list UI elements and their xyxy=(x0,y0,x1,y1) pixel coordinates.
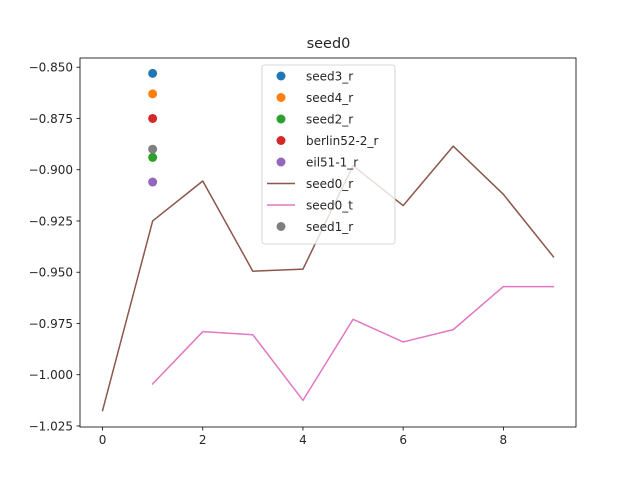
legend-box xyxy=(261,64,396,245)
legend-label-berlin52-2-r: berlin52-2_r xyxy=(306,134,378,148)
point-eil51-1-r xyxy=(148,177,158,187)
legend-label-seed1-r: seed1_r xyxy=(306,220,353,234)
x-tick-label: 0 xyxy=(99,433,107,447)
legend: seed3_r seed4_r seed2_r berlin52-2_r eil51-1… xyxy=(261,64,396,245)
legend-swatch-seed4-r xyxy=(276,93,286,102)
y-tick-label: −0.850 xyxy=(29,61,73,75)
point-seed1-r xyxy=(148,144,158,154)
chart-title: seed0 xyxy=(307,36,351,52)
x-tick-label: 4 xyxy=(299,433,307,447)
plot-frame xyxy=(79,57,577,428)
legend-swatch-seed2-r xyxy=(276,114,286,124)
legend-label-seed0-t: seed0_t xyxy=(306,198,353,212)
legend-label-seed2-r: seed2_r xyxy=(306,112,353,126)
legend-swatch-seed1-r xyxy=(276,222,286,231)
x-tick-label: 6 xyxy=(399,433,407,447)
point-seed2-r xyxy=(148,152,158,162)
legend-swatch-seed3-r xyxy=(276,71,286,81)
legend-swatch-berlin52-2-r xyxy=(276,136,286,145)
legend-label-eil51-1-r: eil51-1_r xyxy=(306,155,358,169)
y-tick-label: −0.950 xyxy=(29,266,73,280)
y-tick-label: −0.975 xyxy=(29,317,73,331)
series-line-seed0-t xyxy=(151,285,555,402)
point-berlin52-2-r xyxy=(148,113,158,123)
y-tick-label: −1.025 xyxy=(29,419,73,433)
legend-label-seed4-r: seed4_r xyxy=(306,91,353,105)
legend-label-seed0-r: seed0_r xyxy=(306,177,353,191)
x-tick-label: 8 xyxy=(500,433,508,447)
point-seed4-r xyxy=(148,89,158,99)
y-tick-label: −0.900 xyxy=(29,163,73,177)
y-tick-label: −0.875 xyxy=(29,112,73,126)
legend-swatch-eil51-1-r xyxy=(276,157,286,167)
x-tick-label: 2 xyxy=(199,433,207,447)
y-tick-label: −1.000 xyxy=(29,368,73,382)
point-seed3-r xyxy=(148,68,158,78)
y-tick-label: −0.925 xyxy=(29,214,73,228)
legend-label-seed3-r: seed3_r xyxy=(306,69,353,83)
